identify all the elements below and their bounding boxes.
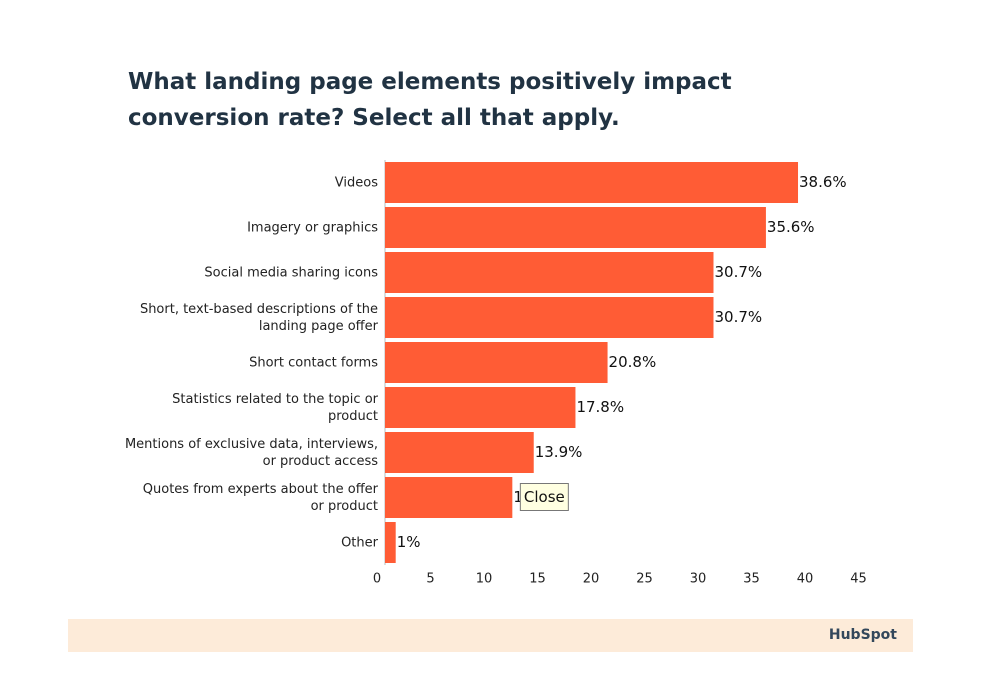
x-tick-label: 15 [529, 572, 546, 587]
x-tick-label: 25 [636, 572, 653, 587]
x-tick-label: 5 [426, 572, 434, 587]
value-label: 13.9% [535, 443, 583, 461]
bar [385, 252, 714, 293]
y-tick-label: Quotes from experts about the offer or p… [142, 481, 378, 514]
bar [385, 477, 513, 518]
y-tick-label: Statistics related to the topic or produ… [172, 391, 378, 424]
y-tick-label: Social media sharing icons [204, 265, 378, 280]
y-tick-label: Short contact forms [249, 355, 378, 370]
tooltip: Close [519, 483, 569, 511]
tooltip-box [519, 483, 569, 511]
value-label: 38.6% [799, 173, 847, 191]
value-label: 20.8% [609, 353, 657, 371]
value-label: 17.8% [576, 398, 624, 416]
bar [385, 162, 799, 203]
tooltip-text: Close [524, 488, 565, 506]
bar [385, 432, 534, 473]
footer: HubSpot [68, 619, 913, 652]
x-tick-label: 10 [476, 572, 493, 587]
y-tick-label: Videos [334, 175, 378, 190]
x-tick-label: 40 [797, 572, 814, 587]
bar [385, 342, 608, 383]
y-tick-label: Mentions of exclusive data, interviews, … [124, 436, 378, 469]
brand-logo: HubSpot [828, 627, 897, 643]
x-tick-label: 20 [583, 572, 600, 587]
y-tick-label: Imagery or graphics [247, 220, 378, 235]
value-label: 30.7% [714, 263, 762, 281]
bar [385, 522, 396, 563]
value-label: 30.7% [714, 308, 762, 326]
x-tick-label: 30 [690, 572, 707, 587]
y-tick-label: Other [341, 535, 378, 550]
x-tick-label: 0 [373, 572, 381, 587]
bar [385, 297, 714, 338]
bar [385, 207, 766, 248]
chart-title: What landing page elements positively im… [128, 69, 732, 131]
value-label: 1% [397, 533, 421, 551]
y-tick-label: Short, text-based descriptions of the la… [139, 301, 378, 334]
value-label: 35.6% [767, 218, 815, 236]
bar [385, 387, 576, 428]
x-tick-label: 35 [743, 572, 760, 587]
x-tick-label: 45 [850, 572, 867, 587]
